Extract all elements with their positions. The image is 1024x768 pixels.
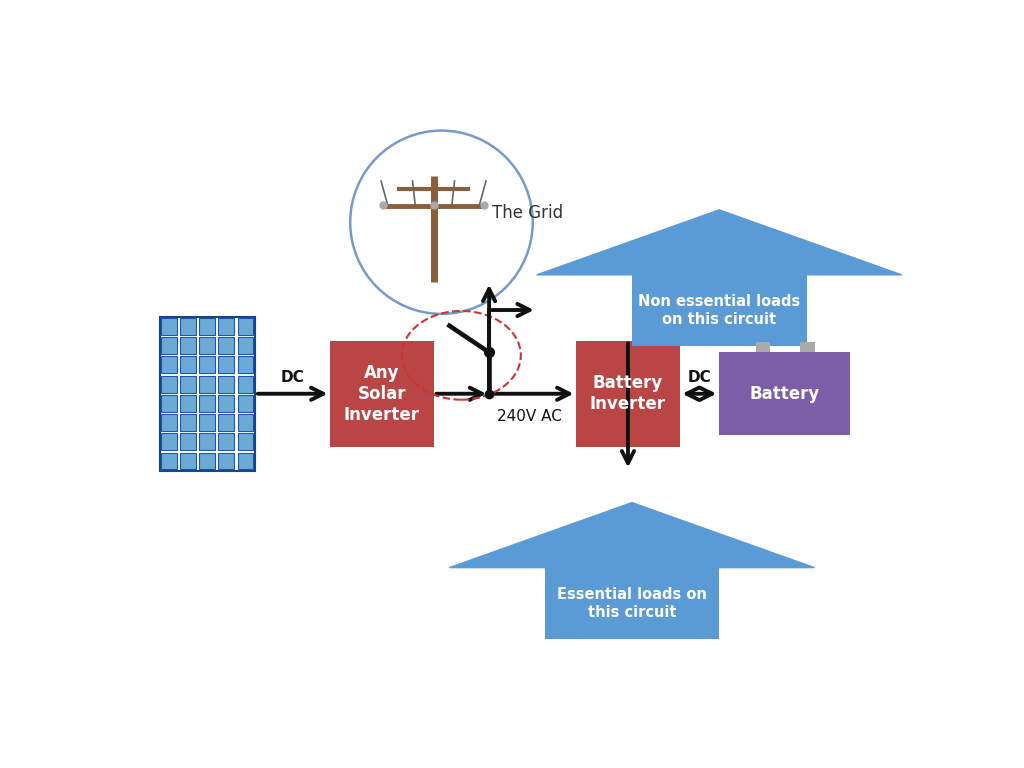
FancyBboxPatch shape — [238, 395, 253, 412]
FancyBboxPatch shape — [200, 414, 215, 431]
Text: Battery: Battery — [750, 385, 820, 402]
FancyBboxPatch shape — [218, 452, 234, 469]
FancyBboxPatch shape — [180, 452, 197, 469]
FancyBboxPatch shape — [545, 568, 719, 639]
Text: DC: DC — [687, 370, 712, 385]
FancyBboxPatch shape — [180, 337, 197, 354]
Text: Battery
Inverter: Battery Inverter — [590, 374, 666, 413]
FancyBboxPatch shape — [180, 356, 197, 373]
Ellipse shape — [350, 131, 532, 314]
Polygon shape — [450, 502, 814, 568]
FancyBboxPatch shape — [719, 353, 850, 435]
Text: Any
Solar
Inverter: Any Solar Inverter — [344, 364, 420, 424]
FancyBboxPatch shape — [218, 414, 234, 431]
FancyBboxPatch shape — [218, 376, 234, 392]
FancyBboxPatch shape — [200, 395, 215, 412]
FancyBboxPatch shape — [801, 342, 815, 353]
FancyBboxPatch shape — [632, 275, 807, 346]
FancyBboxPatch shape — [180, 414, 197, 431]
FancyBboxPatch shape — [238, 318, 253, 335]
FancyBboxPatch shape — [180, 376, 197, 392]
Text: Essential loads on
this circuit: Essential loads on this circuit — [557, 587, 707, 621]
FancyBboxPatch shape — [200, 356, 215, 373]
FancyBboxPatch shape — [218, 395, 234, 412]
FancyBboxPatch shape — [218, 433, 234, 450]
FancyBboxPatch shape — [200, 318, 215, 335]
FancyBboxPatch shape — [238, 452, 253, 469]
FancyBboxPatch shape — [180, 318, 197, 335]
FancyBboxPatch shape — [162, 433, 177, 450]
FancyBboxPatch shape — [218, 337, 234, 354]
Polygon shape — [537, 210, 902, 275]
FancyBboxPatch shape — [162, 337, 177, 354]
FancyBboxPatch shape — [218, 318, 234, 335]
FancyBboxPatch shape — [162, 356, 177, 373]
FancyBboxPatch shape — [238, 433, 253, 450]
FancyBboxPatch shape — [238, 356, 253, 373]
FancyBboxPatch shape — [238, 376, 253, 392]
Text: DC: DC — [281, 370, 304, 385]
FancyBboxPatch shape — [577, 340, 680, 447]
FancyBboxPatch shape — [162, 395, 177, 412]
FancyBboxPatch shape — [238, 414, 253, 431]
FancyBboxPatch shape — [200, 433, 215, 450]
FancyBboxPatch shape — [180, 395, 197, 412]
FancyBboxPatch shape — [200, 452, 215, 469]
Text: Non essential loads
on this circuit: Non essential loads on this circuit — [638, 294, 801, 327]
FancyBboxPatch shape — [162, 318, 177, 335]
FancyBboxPatch shape — [162, 376, 177, 392]
FancyBboxPatch shape — [162, 452, 177, 469]
FancyBboxPatch shape — [331, 340, 433, 447]
FancyBboxPatch shape — [200, 337, 215, 354]
FancyBboxPatch shape — [162, 414, 177, 431]
FancyBboxPatch shape — [218, 356, 234, 373]
FancyBboxPatch shape — [238, 337, 253, 354]
Text: The Grid: The Grid — [492, 204, 563, 222]
FancyBboxPatch shape — [200, 376, 215, 392]
Text: 240V AC: 240V AC — [497, 409, 562, 423]
FancyBboxPatch shape — [180, 433, 197, 450]
FancyBboxPatch shape — [756, 342, 770, 353]
